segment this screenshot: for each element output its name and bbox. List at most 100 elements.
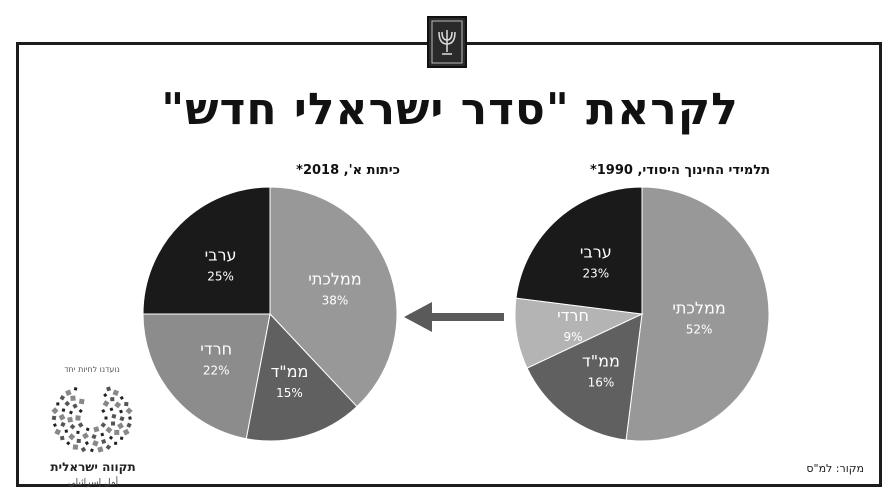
pie-slice — [269, 186, 398, 408]
logo-tile — [82, 432, 89, 440]
slice-value-label: 22% — [203, 364, 230, 378]
slice-label: חרדי — [557, 306, 589, 325]
logo-tile — [103, 393, 108, 398]
logo-tile — [85, 427, 90, 432]
logo-tile — [112, 389, 119, 396]
logo-tile — [76, 438, 81, 444]
logo-tile — [64, 400, 71, 407]
logo-tile — [61, 408, 66, 412]
logo-tile — [93, 426, 100, 433]
logo-tile — [100, 422, 107, 428]
slice-value-label: 9% — [563, 330, 582, 344]
logo-tile — [108, 435, 114, 440]
arrow-left-icon — [404, 302, 504, 332]
slice-value-label: 25% — [207, 270, 234, 284]
slice-label: ממלכתי — [672, 299, 725, 318]
logo-subtitle: أمل إسرائيلي — [67, 478, 119, 488]
slice-label: ממלכתי — [308, 269, 361, 288]
logo-tile — [76, 430, 80, 435]
logo-tile — [78, 398, 85, 405]
logo-tile — [77, 422, 84, 428]
logo-tile — [91, 434, 97, 440]
logo-tile — [68, 410, 73, 415]
pie-chart-1990: ממלכתי 52% ממ"ד 16% חרדי 9% ערבי 23% — [514, 186, 770, 442]
logo-tile — [78, 408, 83, 414]
pie-slice — [245, 312, 358, 442]
logo-tile — [60, 421, 66, 428]
logo-tile — [65, 389, 72, 396]
slice-value-label: 16% — [588, 376, 615, 390]
logo-tile — [52, 423, 57, 428]
logo-tile — [66, 441, 71, 446]
logo-tile — [111, 413, 117, 419]
pie-slice — [515, 186, 643, 315]
logo-arc-text: נועדנו לחיות יחד — [64, 365, 120, 374]
logo-tile — [80, 446, 87, 453]
pie-chart-2018: ממלכתי 38% ממ"ד 15% חרדי 22% ערבי 25% — [142, 186, 398, 442]
pie-slice — [526, 313, 643, 441]
logo-tile — [111, 421, 116, 426]
state-emblem-icon — [427, 16, 467, 68]
logo-tile — [119, 395, 124, 400]
slice-label: ממ"ד — [271, 362, 309, 381]
logo-tile — [119, 416, 125, 422]
logo-tile — [70, 395, 76, 402]
pie-slice — [142, 313, 271, 440]
logo-tile — [51, 415, 57, 421]
pie-slice — [625, 186, 770, 442]
logo-tile — [122, 428, 130, 436]
logo-name: תקווה ישראלית — [50, 460, 136, 474]
logo-tile — [128, 416, 132, 420]
logo-tile — [106, 386, 112, 392]
logo-tile — [56, 402, 60, 406]
logo-tile — [84, 441, 89, 446]
logo-tile — [73, 387, 78, 391]
logo-tile — [89, 448, 94, 453]
slice-value-label: 23% — [582, 267, 609, 281]
logo-tile — [72, 403, 78, 409]
slice-label: ערבי — [205, 246, 237, 265]
slice-value-label: 38% — [322, 293, 349, 307]
logo-tile — [124, 401, 129, 407]
logo-tile — [102, 400, 110, 408]
logo-tile — [59, 395, 66, 401]
slice-value-label: 52% — [686, 323, 713, 337]
logo-tile — [75, 415, 81, 421]
logo-tile — [58, 413, 66, 421]
logo-tile — [110, 397, 115, 402]
logo-tile — [97, 446, 104, 453]
chart-1990-title: תלמידי החינוך היסודי, 1990* — [589, 163, 770, 178]
page-title: לקראת "סדר ישראלי חדש" — [161, 84, 739, 135]
logo-tile — [119, 409, 123, 414]
slice-value-label: 15% — [276, 386, 303, 400]
chart-2018-title: כיתות א', 2018* — [296, 163, 400, 178]
logo-tile — [101, 408, 106, 414]
logo-tile — [104, 416, 108, 420]
logo-tile — [64, 429, 69, 433]
logo-tile — [109, 407, 114, 412]
logo-tile — [114, 429, 120, 435]
logo-tile — [101, 439, 107, 444]
logo-tile — [119, 436, 124, 440]
logo-tile — [92, 440, 99, 447]
logo-mosaic-icon: נועדנו לחיות יחד — [51, 365, 133, 453]
logo-tile — [105, 444, 112, 450]
logo-tile — [114, 401, 122, 409]
pie-slice — [142, 186, 271, 315]
slice-label: ממ"ד — [582, 352, 620, 371]
logo-tile — [69, 423, 76, 430]
logo-tile — [54, 428, 62, 436]
logo-tile — [68, 433, 76, 441]
logo-tile — [117, 422, 124, 430]
logo-tile — [59, 435, 65, 441]
logo-tile — [51, 407, 59, 415]
logo-tile — [67, 416, 74, 423]
slice-label: חרדי — [200, 340, 232, 359]
source-label: מקור: למ"ס — [806, 462, 864, 475]
logo-tile — [72, 444, 79, 450]
logo-tile — [126, 422, 132, 428]
logo-tile — [105, 426, 113, 434]
logo-tile — [114, 441, 118, 445]
